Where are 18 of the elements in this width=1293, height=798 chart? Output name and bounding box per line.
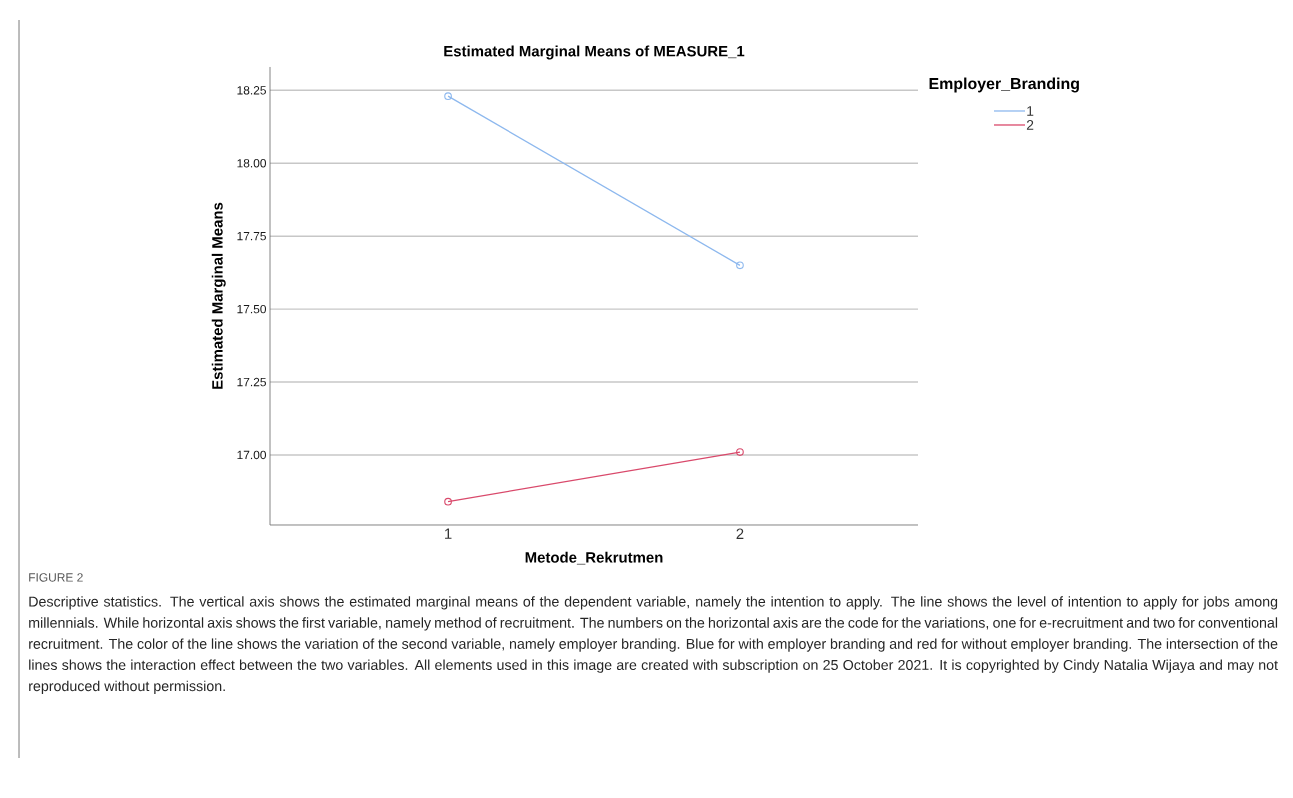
x-axis-title: Metode_Rekrutmen [525, 551, 663, 565]
chart-title: Estimated Marginal Means of MEASURE_1 [444, 45, 745, 60]
y-tick-label: 18.25 [237, 86, 266, 95]
text: Descriptive statistics. The vertical axis shows the estimated marginal means of the dependent variable, namely the intention to apply. The line shows the level of intention to apply for jobs among millennials. While horizontal axis shows the first variable, namely method of recruitment. The numbers on the horizontal axis are the code for the variations, one for e-recruitment and two for conventional recruitment. The color of the line shows the variation of the second variable, namely employer branding. Blue for with employer branding and red for without employer branding. The intersection of the lines shows the interaction effect between the two variables. All elements used in this image are created with subscription on 25 October 2021. It is copyrighted by Cindy Natalia Wijaya and may not reproduced without permission. [29, 596, 1278, 694]
point [444, 92, 452, 100]
y-tick-label: 18.00 [237, 159, 267, 168]
y-tick-label: 17.25 [237, 377, 266, 387]
caption: FIGURE 2 [29, 573, 83, 582]
point [736, 261, 744, 270]
y-tick-label: 17.50 [237, 304, 267, 314]
y-tick-label: 17.00 [237, 450, 267, 460]
y-tick-label: 17.75 [237, 232, 266, 241]
legend-title: Employer_Branding [929, 77, 1079, 93]
y-axis-title: Estimated Marginal Means [211, 202, 226, 389]
legend-label: 2 [1026, 120, 1034, 130]
point [444, 497, 452, 506]
legend-label: 1 [1027, 106, 1034, 116]
point [736, 448, 744, 456]
